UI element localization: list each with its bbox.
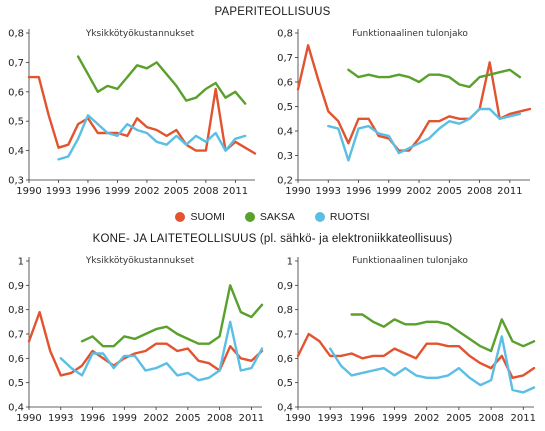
x-tick-label: 1996 [80, 413, 105, 424]
chart-paper-unit-labour-costs: Yksikkötyökustannukset 0,3 0,4 0,5 0,6 0,7 0,8… [8, 29, 257, 197]
x-tick-label: 2008 [478, 413, 503, 424]
y-tick-label: 0,2 [277, 176, 293, 187]
x-tick-label: 1999 [376, 186, 401, 197]
series-line-ruotsi [327, 107, 522, 162]
y-tick-label: 0,8 [8, 29, 24, 40]
y-tick-label: 0,4 [8, 146, 24, 157]
y-tick-label: 0,7 [277, 330, 293, 341]
x-tick-label: 1996 [75, 186, 100, 197]
chart-machinery-functional-income: Funktionaalinen tulonjako 0,4 0,5 0,6 0,7 0,8… [277, 256, 536, 424]
x-tick-label: 2002 [134, 186, 159, 197]
y-tick-label: 0,6 [8, 354, 24, 365]
chart-title: Yksikkötyökustannukset [85, 256, 195, 266]
x-tick-label: 1993 [48, 413, 73, 424]
x-tick-label: 2002 [414, 413, 439, 424]
chart-paper-functional-income: Funktionaalinen tulonjako 0,2 0,3 0,4 0,5 0,6… [277, 29, 532, 197]
y-tick-label: 0,6 [8, 87, 24, 98]
series-line-ruotsi [59, 320, 264, 382]
y-tick-label: 1 [18, 257, 24, 268]
y-tick-label: 0,4 [277, 127, 293, 138]
y-tick-label: 0,8 [8, 305, 24, 316]
x-tick-label: 2011 [223, 186, 248, 197]
x-tick-label: 2008 [193, 186, 218, 197]
x-tick-label: 1996 [346, 186, 371, 197]
x-tick-label: 1999 [105, 186, 130, 197]
legend-item-suomi: SUOMI [175, 211, 225, 223]
section-title-paper: PAPERITEOLLISUUS [214, 6, 331, 18]
y-tick-label: 0,5 [8, 117, 24, 128]
y-tick-label: 0,9 [277, 281, 293, 292]
x-tick-label: 1999 [382, 413, 407, 424]
y-tick-label: 0,7 [8, 330, 24, 341]
y-tick-label: 0,9 [8, 281, 24, 292]
y-tick-label: 0,6 [277, 78, 293, 89]
series-line-saksa [347, 68, 522, 89]
chart-machinery-unit-labour-costs: Yksikkötyökustannukset 0,4 0,5 0,6 0,7 0,8 0,9… [8, 256, 264, 424]
y-tick-label: 0,8 [277, 29, 293, 40]
x-tick-label: 2008 [467, 186, 492, 197]
x-tick-label: 2002 [406, 186, 431, 197]
y-tick-label: 0,6 [277, 354, 293, 365]
series-line-suomi [27, 310, 264, 377]
x-tick-label: 2005 [175, 413, 200, 424]
y-tick-label: 0,8 [277, 305, 293, 316]
x-tick-label: 2005 [164, 186, 189, 197]
x-tick-label: 2011 [511, 413, 536, 424]
chart-title: Funktionaalinen tulonjako [352, 256, 468, 266]
y-tick-label: 0,7 [277, 53, 293, 64]
chart-title: Funktionaalinen tulonjako [352, 29, 468, 39]
legend-item-saksa: SAKSA [244, 211, 295, 223]
y-tick-label: 0,5 [277, 378, 293, 389]
chart-title: Yksikkötyökustannukset [85, 29, 195, 39]
y-tick-label: 0,7 [8, 58, 24, 69]
y-tick-label: 1 [287, 257, 293, 268]
legend-dot-saksa [244, 212, 255, 222]
series-line-ruotsi [329, 335, 536, 394]
x-tick-label: 1990 [285, 186, 310, 197]
legend-label-suomi: SUOMI [190, 211, 225, 223]
x-tick-label: 1996 [350, 413, 375, 424]
series-line-suomi [296, 44, 532, 152]
x-tick-label: 2005 [446, 413, 471, 424]
series-line-saksa [76, 55, 247, 105]
legend-dot-ruotsi [314, 212, 325, 222]
legend-dot-suomi [175, 212, 186, 222]
x-tick-label: 1999 [112, 413, 137, 424]
legend-item-ruotsi: RUOTSI [314, 211, 370, 223]
y-tick-label: 0,3 [8, 176, 24, 187]
y-tick-label: 0,5 [8, 378, 24, 389]
series-line-saksa [80, 284, 264, 348]
x-tick-label: 2002 [143, 413, 168, 424]
x-tick-label: 1993 [316, 186, 341, 197]
x-tick-label: 2011 [239, 413, 264, 424]
series-line-saksa [350, 313, 536, 353]
x-tick-label: 2011 [497, 186, 522, 197]
y-tick-label: 0,5 [277, 102, 293, 113]
series-line-ruotsi [57, 114, 247, 161]
x-tick-label: 1993 [317, 413, 342, 424]
legend-label-saksa: SAKSA [259, 211, 295, 223]
x-tick-label: 2008 [207, 413, 232, 424]
x-tick-label: 1990 [285, 413, 310, 424]
legend: SUOMI SAKSA RUOTSI [0, 211, 545, 223]
x-tick-label: 1993 [46, 186, 71, 197]
y-tick-label: 0,4 [8, 403, 24, 414]
section-title-machinery: KONE- JA LAITETEOLLISUUS (pl. sähkö- ja … [92, 233, 453, 245]
y-tick-label: 0,3 [277, 151, 293, 162]
x-tick-label: 1990 [16, 186, 41, 197]
x-tick-label: 1990 [16, 413, 41, 424]
y-tick-label: 0,4 [277, 403, 293, 414]
series-line-suomi [27, 75, 257, 155]
legend-label-ruotsi: RUOTSI [329, 211, 370, 223]
x-tick-label: 2005 [437, 186, 462, 197]
